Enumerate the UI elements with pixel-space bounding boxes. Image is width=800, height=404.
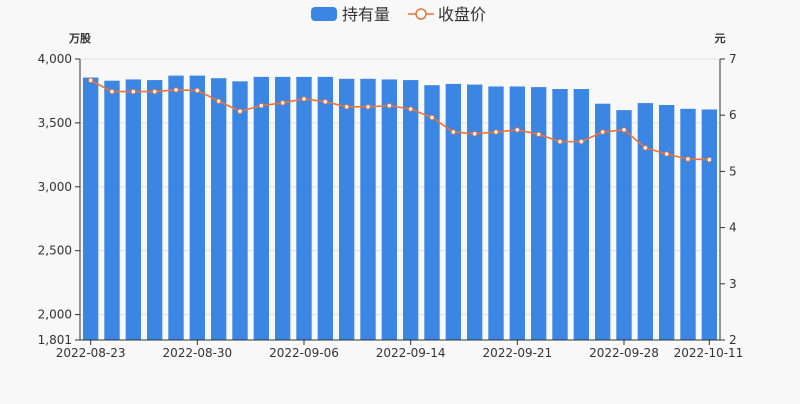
bar-holding: [509, 86, 526, 341]
close-price-point: [407, 106, 414, 112]
bar-holding: [552, 89, 568, 340]
close-price-point: [365, 104, 371, 110]
right-axis-tick-label: 2: [729, 333, 737, 347]
axes: 4,000 3,500 3,000 2,500 2,000 1,801 7 6 5 4 3 2 万股 元 2…: [38, 32, 744, 360]
close-price-line: [90, 79, 710, 161]
bar-holding: [253, 76, 270, 340]
left-axis-tick-label: 3,000: [38, 180, 72, 194]
bar-holding: [680, 108, 696, 340]
close-price-point: [237, 108, 243, 114]
close-price-point: [663, 151, 670, 157]
left-axis-tick-label: 2,500: [38, 244, 72, 258]
x-axis-tick-label: 2022-10-11: [674, 346, 744, 360]
bar-holding: [274, 76, 291, 340]
bar-holding: [338, 78, 355, 340]
close-price-point: [599, 129, 606, 135]
close-price-point: [215, 98, 222, 104]
bar-holding: [573, 89, 590, 340]
left-axis-unit: 万股: [68, 32, 92, 45]
close-price-point: [109, 88, 115, 95]
legend[interactable]: 持有量 收盘价: [311, 5, 486, 24]
right-axis-tick-label: 7: [729, 52, 737, 66]
close-price-point: [343, 104, 350, 110]
bar-holding: [296, 76, 312, 340]
bar-holding: [445, 83, 462, 340]
legend-label-holding: 持有量: [342, 5, 390, 24]
legend-label-close-price: 收盘价: [438, 5, 486, 24]
bar-holding: [701, 109, 718, 340]
close-price-point: [194, 87, 201, 94]
close-price-point: [642, 145, 649, 151]
x-axis-tick-label: 2022-09-14: [376, 346, 446, 360]
legend-line-marker: [415, 8, 427, 20]
close-price-point: [514, 127, 521, 133]
bar-holding: [658, 105, 675, 340]
right-axis-unit: 元: [715, 32, 726, 45]
bar-holding: [637, 103, 654, 341]
close-price-point: [706, 156, 713, 163]
bar-holding: [125, 79, 142, 341]
bar-holding: [146, 80, 163, 340]
bar-holding: [210, 78, 227, 341]
close-price-point: [450, 129, 457, 135]
right-axis-tick-label: 5: [729, 164, 737, 178]
close-price-point: [173, 87, 179, 93]
left-axis-tick-label: 4,000: [38, 52, 72, 66]
bar-holding: [402, 80, 419, 340]
close-price-point: [130, 88, 137, 95]
left-axis-tick-label: 2,000: [38, 308, 72, 322]
x-axis-tick-label: 2022-09-06: [269, 346, 339, 360]
bar-holding: [317, 76, 334, 340]
bar-holding: [168, 75, 184, 341]
close-price-point: [685, 156, 691, 162]
right-axis-tick-label: 4: [729, 221, 737, 235]
x-axis-tick-label: 2022-08-30: [162, 346, 232, 360]
close-price-point: [621, 127, 627, 133]
close-price-point: [301, 96, 307, 102]
bar-holding: [104, 80, 120, 340]
bar-holding: [594, 103, 611, 340]
bar-holding: [466, 84, 483, 340]
bar-legend-swatch: [311, 7, 337, 21]
close-price-point: [386, 102, 393, 109]
bar-holding: [488, 86, 504, 341]
bar-holding: [381, 79, 398, 341]
grid-lines: [80, 58, 720, 316]
bar-holding: [424, 85, 440, 340]
close-price-point: [279, 100, 286, 106]
close-price-point: [535, 131, 542, 138]
close-price-point: [151, 88, 158, 95]
close-price-point: [493, 129, 499, 135]
close-price-point: [258, 102, 265, 109]
bar-holding: [530, 87, 547, 340]
left-axis-tick-label: 1,801: [38, 333, 72, 347]
bar-holding: [616, 110, 632, 341]
right-axis-tick-label: 6: [729, 108, 737, 122]
close-price-point: [87, 77, 94, 84]
right-axis-tick-label: 3: [729, 277, 737, 291]
close-price-point: [322, 99, 329, 105]
bar-holding: [82, 77, 99, 341]
close-price-point: [429, 114, 435, 121]
bar-series: [82, 75, 718, 341]
x-axis-tick-label: 2022-08-23: [56, 346, 126, 360]
x-axis-tick-label: 2022-09-21: [482, 346, 552, 360]
left-axis-tick-label: 3,500: [38, 116, 72, 130]
bar-holding: [232, 81, 248, 341]
close-price-point: [578, 138, 585, 145]
bar-holding: [360, 78, 376, 340]
line-series: [87, 77, 713, 163]
close-price-point: [471, 131, 478, 137]
x-axis-tick-label: 2022-09-28: [589, 346, 659, 360]
bar-holding: [189, 75, 206, 341]
close-price-point: [557, 138, 563, 145]
